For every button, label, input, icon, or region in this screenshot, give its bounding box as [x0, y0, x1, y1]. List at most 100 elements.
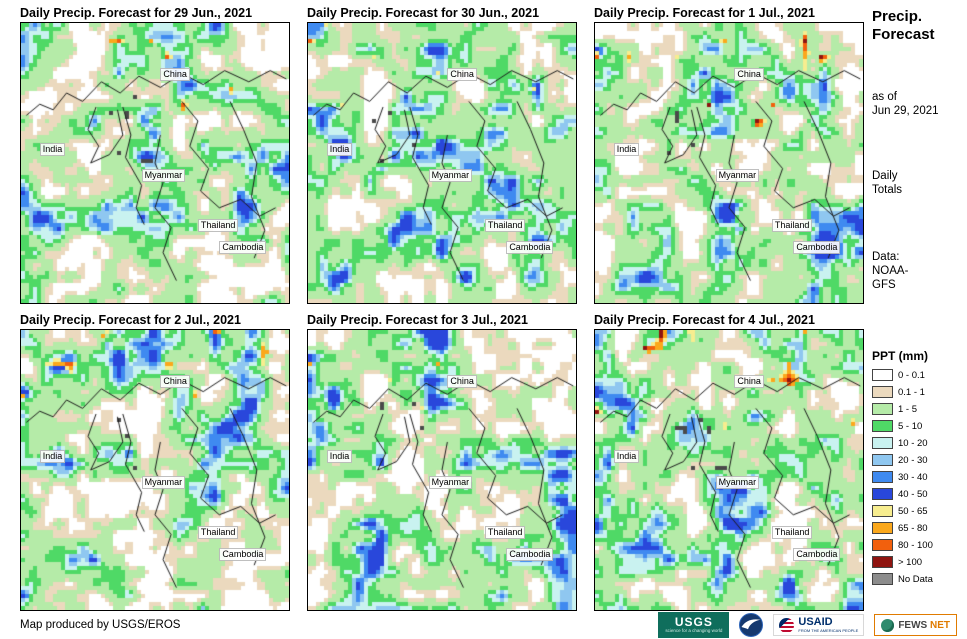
legend-label: 30 - 40 [898, 471, 928, 483]
data-line2: NOAA- [872, 264, 909, 277]
legend-label: 20 - 30 [898, 454, 928, 466]
legend-swatch [872, 386, 893, 399]
data-line1: Data: [872, 250, 900, 263]
asof-line1: as of [872, 91, 897, 103]
usaid-logo: USAID FROM THE AMERICAN PEOPLE [773, 614, 865, 636]
forecast-panel: Daily Precip. Forecast for 29 Jun., 2021… [20, 4, 290, 304]
legend-label: 80 - 100 [898, 539, 933, 551]
usaid-text: USAID FROM THE AMERICAN PEOPLE [798, 616, 859, 634]
legend-label: 5 - 10 [898, 420, 923, 432]
legend-entry: 30 - 40 [872, 469, 965, 486]
data-line3: GFS [872, 279, 896, 292]
usaid-logo-name: USAID [798, 616, 833, 628]
legend-label: No Data [898, 573, 933, 585]
forecast-panel: Daily Precip. Forecast for 4 Jul., 2021 … [594, 311, 864, 611]
legend-entry: 0.1 - 1 [872, 384, 965, 401]
precip-raster [21, 330, 289, 610]
precip-raster [308, 23, 576, 303]
precip-map: China India Myanmar Thailand Cambodia [307, 329, 577, 611]
legend-label: 0 - 0.1 [898, 369, 925, 381]
legend-entry: 10 - 20 [872, 435, 965, 452]
legend-entry: 1 - 5 [872, 401, 965, 418]
precip-map: China India Myanmar Thailand Cambodia [594, 329, 864, 611]
fewsnet-globe-icon [881, 618, 895, 632]
legend-label: > 100 [898, 556, 923, 568]
asof-block: as of Jun 29, 2021 [872, 90, 965, 119]
legend-swatch [872, 369, 893, 382]
sidebar-title-line1: Precip. [872, 8, 923, 25]
forecast-panel: Daily Precip. Forecast for 2 Jul., 2021 … [20, 311, 290, 611]
precip-raster [308, 330, 576, 610]
usgs-logo-tagline: science for a changing world [665, 628, 723, 633]
legend-label: 0.1 - 1 [898, 386, 925, 398]
legend-label: 50 - 65 [898, 505, 928, 517]
legend-swatch [872, 522, 893, 535]
precip-raster [21, 23, 289, 303]
panel-title: Daily Precip. Forecast for 29 Jun., 2021 [20, 6, 253, 20]
legend-entry: 0 - 0.1 [872, 367, 965, 384]
sidebar-title: Precip. Forecast [872, 8, 965, 44]
usaid-flag-icon [779, 617, 795, 633]
fewsnet-name-part2: NET [930, 619, 950, 631]
legend-entry: > 100 [872, 554, 965, 571]
legend-label: 65 - 80 [898, 522, 928, 534]
legend-swatch [872, 437, 893, 450]
panel-title: Daily Precip. Forecast for 3 Jul., 2021 [307, 313, 528, 327]
legend-swatch [872, 454, 893, 467]
daily-totals-block: Daily Totals [872, 169, 965, 198]
precip-map: China India Myanmar Thailand Cambodia [20, 22, 290, 304]
panel-title: Daily Precip. Forecast for 2 Jul., 2021 [20, 313, 241, 327]
legend: PPT (mm) 0 - 0.1 0.1 - 1 1 - 5 5 - 10 10 - 2… [872, 349, 965, 588]
panel-title: Daily Precip. Forecast for 4 Jul., 2021 [594, 313, 815, 327]
legend-entry: 50 - 65 [872, 503, 965, 520]
precip-map: China India Myanmar Thailand Cambodia [20, 329, 290, 611]
panel-grid: Daily Precip. Forecast for 29 Jun., 2021… [20, 4, 864, 611]
noaa-emblem-icon [739, 613, 764, 637]
legend-swatch [872, 505, 893, 518]
forecast-panel: Daily Precip. Forecast for 1 Jul., 2021 … [594, 4, 864, 304]
legend-swatch [872, 471, 893, 484]
legend-swatch [872, 556, 893, 569]
legend-swatch [872, 420, 893, 433]
legend-entry: No Data [872, 571, 965, 588]
forecast-panel: Daily Precip. Forecast for 3 Jul., 2021 … [307, 311, 577, 611]
usgs-logo: USGS science for a changing world [658, 612, 730, 638]
daily-line2: Totals [872, 184, 903, 197]
panel-title: Daily Precip. Forecast for 1 Jul., 2021 [594, 6, 815, 20]
precip-map: China India Myanmar Thailand Cambodia [594, 22, 864, 304]
logo-strip: USGS science for a changing world USAID … [658, 612, 957, 638]
legend-label: 1 - 5 [898, 403, 918, 415]
legend-swatch [872, 573, 893, 586]
fewsnet-name-part1: FEWS [898, 619, 928, 631]
legend-label: 40 - 50 [898, 488, 928, 500]
legend-entry: 5 - 10 [872, 418, 965, 435]
panel-title: Daily Precip. Forecast for 30 Jun., 2021 [307, 6, 540, 20]
sidebar: Precip. Forecast as of Jun 29, 2021 Dail… [872, 8, 965, 588]
data-source-block: Data: NOAA- GFS [872, 250, 965, 293]
legend-swatch [872, 488, 893, 501]
forecast-panel: Daily Precip. Forecast for 30 Jun., 2021… [307, 4, 577, 304]
map-credit: Map produced by USGS/EROS [20, 619, 181, 631]
legend-entry: 40 - 50 [872, 486, 965, 503]
legend-swatch [872, 539, 893, 552]
legend-entry: 80 - 100 [872, 537, 965, 554]
noaa-logo [739, 613, 764, 637]
legend-swatch [872, 403, 893, 416]
footer: Map produced by USGS/EROS USGS science f… [0, 611, 967, 639]
usgs-logo-name: USGS [674, 615, 713, 629]
legend-entry: 20 - 30 [872, 452, 965, 469]
legend-entry: 65 - 80 [872, 520, 965, 537]
asof-line2: Jun 29, 2021 [872, 105, 939, 118]
legend-entries: 0 - 0.1 0.1 - 1 1 - 5 5 - 10 10 - 20 20 - 30 3… [872, 367, 965, 588]
fewsnet-logo: FEWS NET [874, 614, 957, 636]
fewsnet-logo-name: FEWS NET [898, 620, 950, 631]
legend-label: 10 - 20 [898, 437, 928, 449]
precip-map: China India Myanmar Thailand Cambodia [307, 22, 577, 304]
usaid-logo-tagline: FROM THE AMERICAN PEOPLE [798, 628, 859, 633]
sidebar-title-line2: Forecast [872, 26, 935, 43]
precip-raster [595, 330, 863, 610]
precip-raster [595, 23, 863, 303]
daily-line1: Daily [872, 169, 898, 182]
legend-title: PPT (mm) [872, 348, 929, 363]
